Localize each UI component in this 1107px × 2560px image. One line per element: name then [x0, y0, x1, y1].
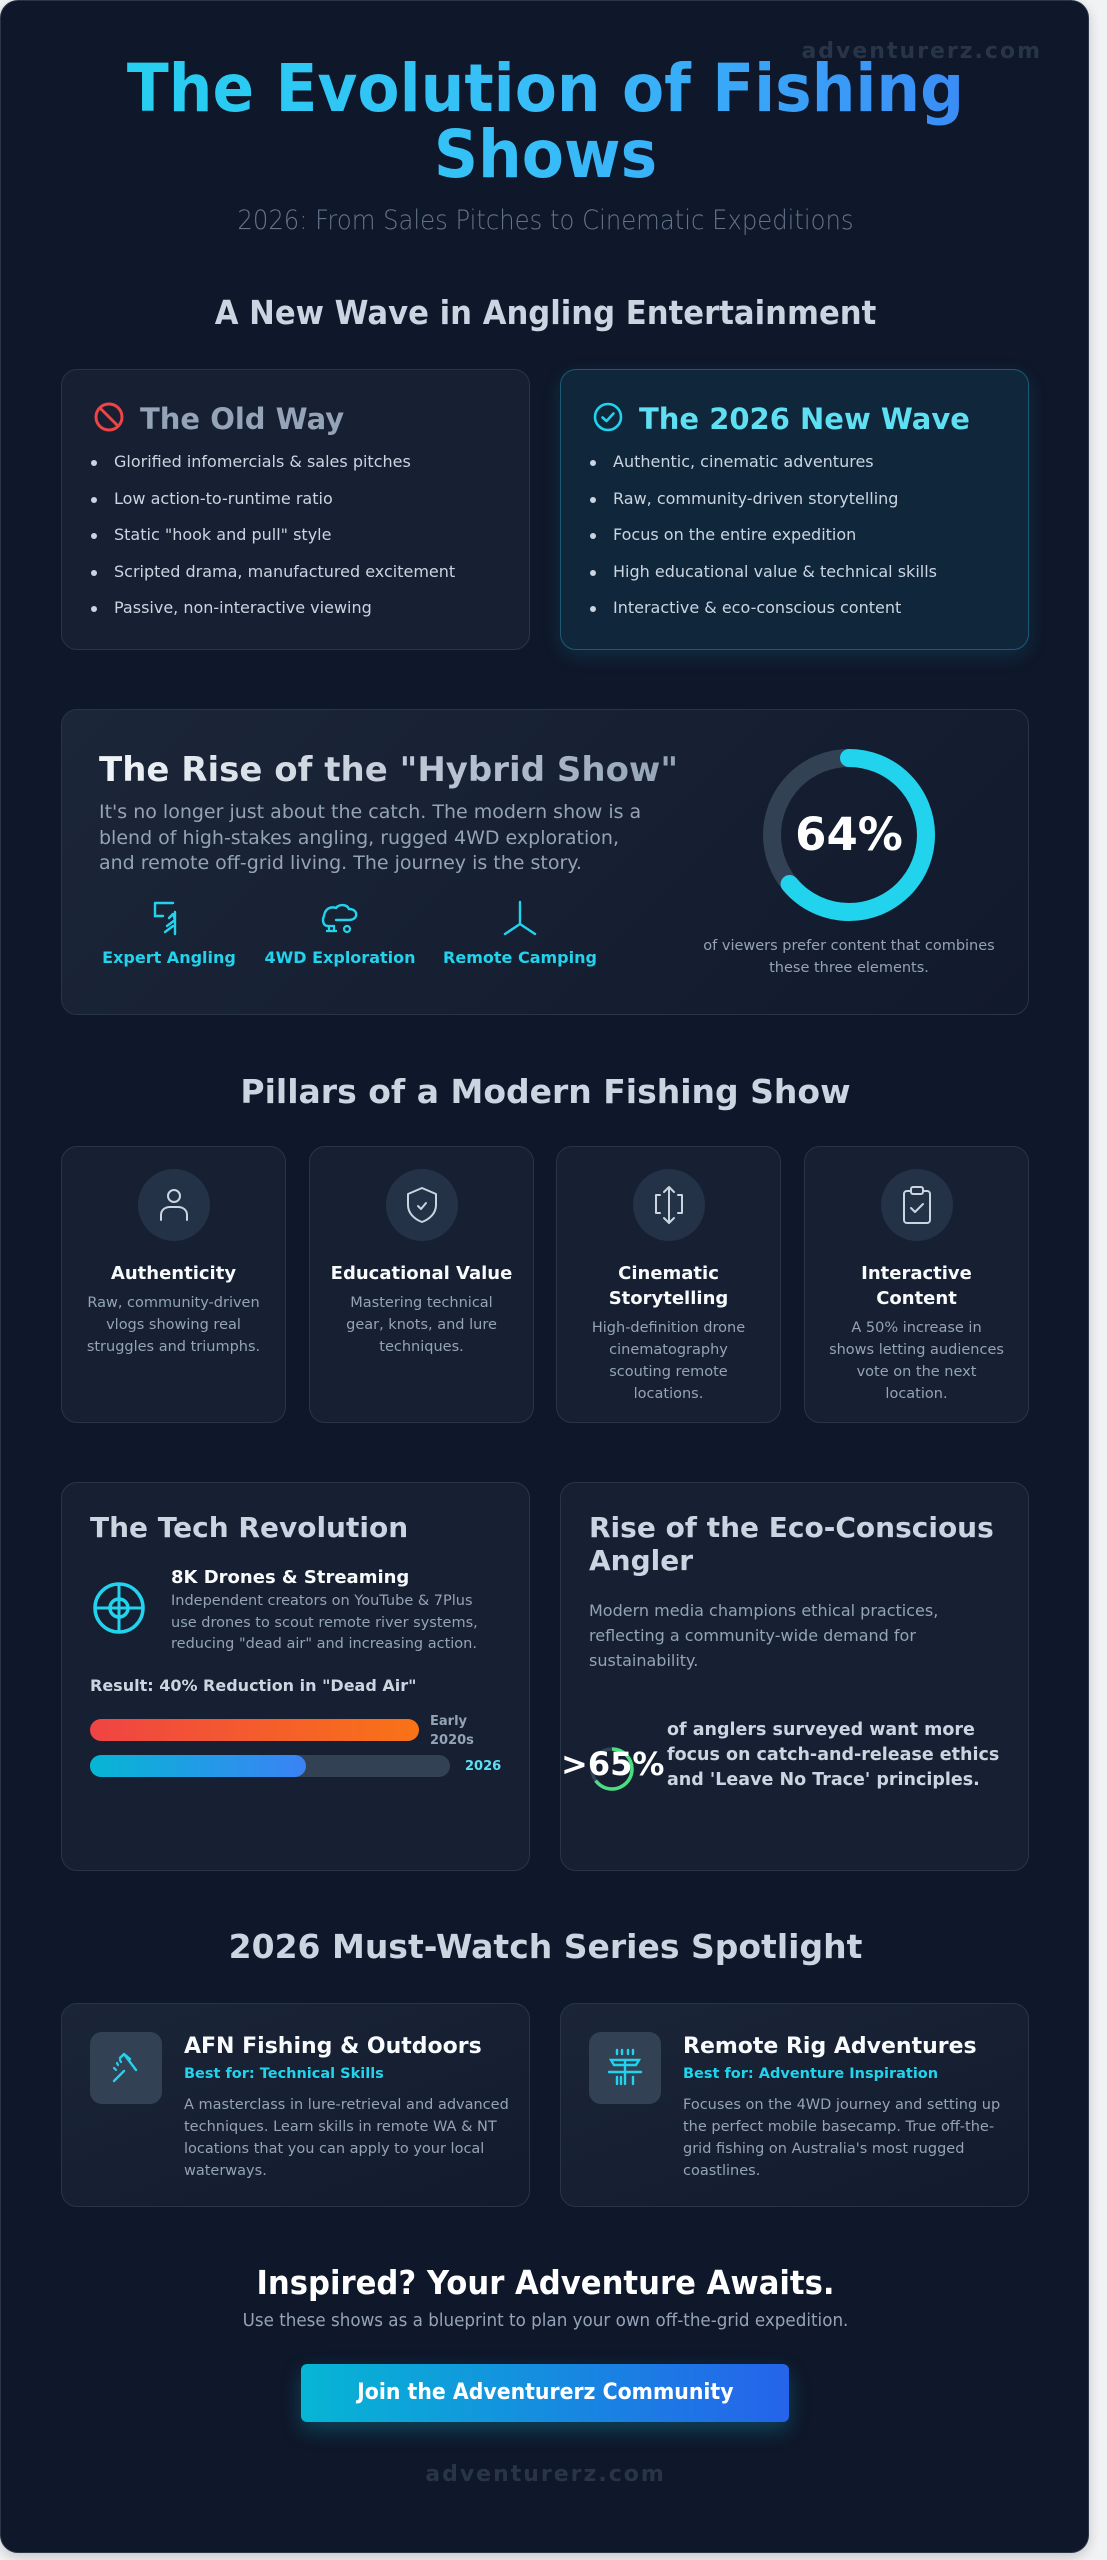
- page-subtitle: 2026: From Sales Pitches to Cinematic Ex…: [237, 205, 854, 236]
- old-way-title: The Old Way: [140, 402, 345, 436]
- tent-icon: [503, 900, 537, 936]
- join-community-label: Join the Adventurerz Community: [356, 2380, 734, 2405]
- clipboard-check-icon: [902, 1186, 931, 1224]
- pillar-desc: Mastering technical gear, knots, and lur…: [346, 1295, 497, 1355]
- series-icon-bg: [90, 2032, 162, 2104]
- tech-title: The Tech Revolution: [90, 1511, 409, 1544]
- series-title: AFN Fishing & Outdoors: [184, 2034, 482, 2059]
- fishing-rod-icon: [112, 2052, 138, 2083]
- shield-check-icon: [406, 1187, 437, 1223]
- series-best-for: Best for: Technical Skills: [184, 2066, 384, 2082]
- pillar-icon-bg: [385, 1169, 458, 1241]
- eco-description: Modern media champions ethical practices…: [589, 1601, 939, 1670]
- pillar-icon-bg: [632, 1169, 705, 1241]
- cta-subtext: Use these shows as a blueprint to plan y…: [242, 2310, 849, 2331]
- hybrid-description: It's no longer just about the catch. The…: [99, 801, 642, 874]
- list-item: Interactive & eco-conscious content: [587, 598, 937, 635]
- list-item: Passive, non-interactive viewing: [88, 598, 455, 635]
- bar-fill-early: [90, 1719, 419, 1741]
- section-heading-compare: A New Wave in Angling Entertainment: [214, 293, 877, 332]
- section-heading-pillars: Pillars of a Modern Fishing Show: [240, 1072, 851, 1111]
- list-item: Low action-to-runtime ratio: [88, 489, 455, 526]
- pillar-desc: Raw, community-driven vlogs showing real…: [86, 1295, 261, 1355]
- pillar-desc: A 50% increase in shows letting audience…: [829, 1320, 1004, 1402]
- series-card-remote-rig: Remote Rig Adventures Best for: Adventur…: [560, 2003, 1029, 2207]
- list-item: Scripted drama, manufactured excitement: [88, 562, 455, 599]
- expand-vertical-icon: [654, 1186, 683, 1224]
- bar-label-early: Early 2020s: [430, 1714, 474, 1748]
- eco-progress-ring: [590, 1747, 634, 1791]
- series-desc: A masterclass in lure-retrieval and adva…: [184, 2097, 509, 2179]
- prohibited-icon: [94, 402, 124, 432]
- old-way-list: Glorified infomercials & sales pitches L…: [88, 452, 455, 635]
- watermark-top: adventurerz.com: [801, 39, 1042, 64]
- tech-result: Result: 40% Reduction in "Dead Air": [90, 1676, 417, 1695]
- list-item: Raw, community-driven storytelling: [587, 489, 937, 526]
- donut-value: 64%: [795, 808, 903, 861]
- feature-expert-angling: Expert Angling: [99, 900, 239, 967]
- donut-chart: [763, 749, 935, 921]
- bar-early-2020s: [90, 1719, 419, 1741]
- campfire-rig-icon: [607, 2048, 643, 2086]
- 4wd-trailer-icon: [321, 903, 358, 934]
- list-item: Glorified infomercials & sales pitches: [88, 452, 455, 489]
- pillar-icon-bg: [880, 1169, 953, 1241]
- pillar-title: Educational Value: [330, 1263, 513, 1284]
- pillar-icon-bg: [137, 1169, 210, 1241]
- feature-remote-camping: Remote Camping: [440, 900, 600, 967]
- drone-target-icon: [93, 1582, 145, 1634]
- feature-label: Expert Angling: [102, 948, 236, 967]
- user-icon: [159, 1189, 188, 1221]
- hybrid-show-card: The Rise of the "Hybrid Show" It's no lo…: [61, 709, 1029, 1015]
- pillar-desc: High-definition drone cinematography sco…: [591, 1320, 746, 1402]
- list-item: Static "hook and pull" style: [88, 525, 455, 562]
- watermark-bottom: adventurerz.com: [425, 2462, 666, 2487]
- new-wave-card: The 2026 New Wave Authentic, cinematic a…: [560, 369, 1029, 650]
- list-item: High educational value & technical skill…: [587, 562, 937, 599]
- pillar-title: Cinematic Storytelling: [608, 1263, 729, 1309]
- pillar-title: Interactive Content: [861, 1263, 972, 1309]
- page-title: The Evolution of Fishing Shows: [39, 56, 1052, 188]
- list-item: Authentic, cinematic adventures: [587, 452, 937, 489]
- pillar-card-authenticity: Authenticity Raw, community-driven vlogs…: [61, 1146, 286, 1423]
- tech-feature-title: 8K Drones & Streaming: [171, 1567, 410, 1588]
- series-desc: Focuses on the 4WD journey and setting u…: [683, 2097, 1001, 2179]
- series-best-for: Best for: Adventure Inspiration: [683, 2066, 939, 2082]
- series-title: Remote Rig Adventures: [683, 2034, 977, 2059]
- pillar-title: Authenticity: [110, 1263, 237, 1284]
- pillar-card-cinematic-storytelling: Cinematic Storytelling High-definition d…: [556, 1146, 781, 1423]
- series-card-afn: AFN Fishing & Outdoors Best for: Technic…: [61, 2003, 530, 2207]
- donut-caption: of viewers prefer content that combines …: [703, 938, 995, 976]
- feature-4wd-exploration: 4WD Exploration: [260, 900, 420, 967]
- viewer-preference-donut: 64%: [759, 745, 939, 925]
- old-way-card: The Old Way Glorified infomercials & sal…: [61, 369, 530, 650]
- bar-fill-2026: [90, 1755, 306, 1777]
- new-wave-title: The 2026 New Wave: [639, 402, 970, 436]
- section-heading-spotlight: 2026 Must-Watch Series Spotlight: [228, 1927, 863, 1966]
- eco-stat-value: >65%: [561, 1745, 665, 1783]
- check-circle-icon: [593, 402, 623, 432]
- feature-label: 4WD Exploration: [264, 948, 416, 967]
- angling-icon: [153, 901, 177, 936]
- cta-heading: Inspired? Your Adventure Awaits.: [256, 2263, 835, 2302]
- tech-feature-desc: Independent creators on YouTube & 7Plus …: [171, 1593, 478, 1652]
- bar-2026: [90, 1755, 450, 1777]
- feature-label: Remote Camping: [443, 948, 597, 967]
- bar-label-2026: 2026: [465, 1759, 502, 1774]
- hybrid-title: The Rise of the "Hybrid Show": [99, 750, 679, 790]
- new-wave-list: Authentic, cinematic adventures Raw, com…: [587, 452, 937, 635]
- pillar-card-interactive-content: Interactive Content A 50% increase in sh…: [804, 1146, 1029, 1423]
- join-community-button[interactable]: Join the Adventurerz Community: [301, 2364, 789, 2422]
- series-icon-bg: [589, 2032, 661, 2104]
- pillar-card-educational-value: Educational Value Mastering technical ge…: [309, 1146, 534, 1423]
- eco-stat-text: of anglers surveyed want more focus on c…: [667, 1720, 1000, 1790]
- eco-angler-card: Rise of the Eco-Conscious Angler Modern …: [560, 1482, 1029, 1871]
- list-item: Focus on the entire expedition: [587, 525, 937, 562]
- tech-revolution-card: The Tech Revolution 8K Drones & Streamin…: [61, 1482, 530, 1871]
- eco-title: Rise of the Eco-Conscious Angler: [589, 1511, 994, 1577]
